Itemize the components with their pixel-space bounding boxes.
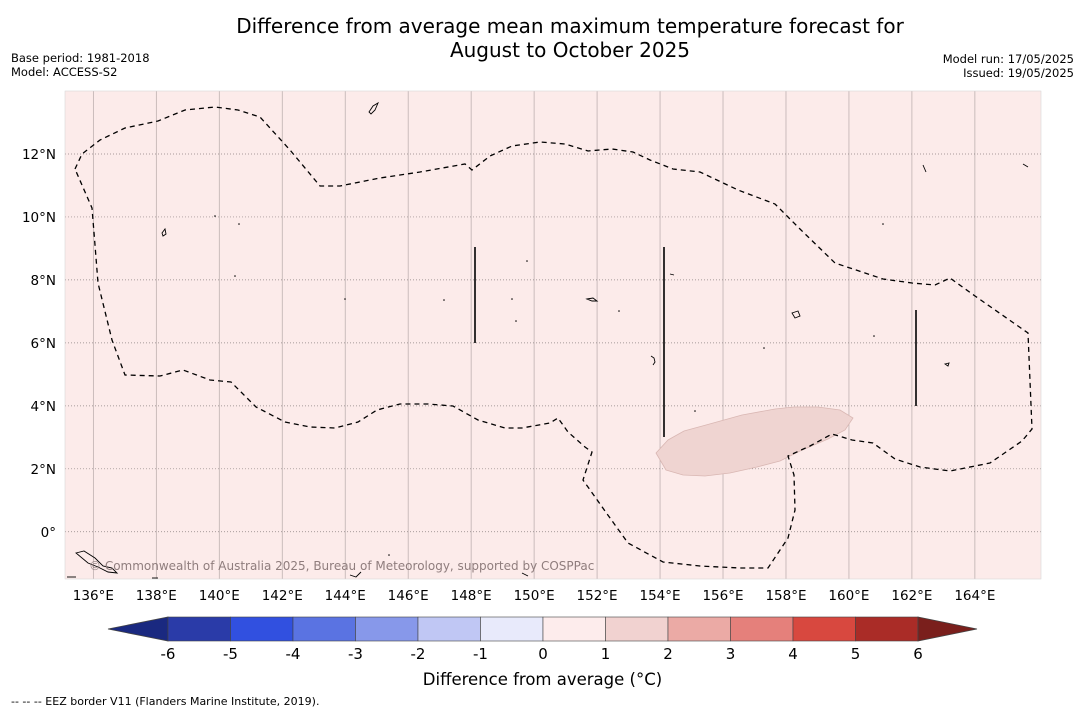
island-coastlines bbox=[67, 101, 1029, 579]
model-run: Model run: 17/05/2025 bbox=[942, 52, 1074, 66]
colorbar-bin bbox=[355, 616, 419, 642]
colorbar-bin bbox=[855, 616, 919, 642]
longitude-label: 142°E bbox=[262, 588, 303, 604]
right-metadata: Model run: 17/05/2025 Issued: 19/05/2025 bbox=[943, 52, 1074, 80]
issued-date: Issued: 19/05/2025 bbox=[963, 66, 1074, 80]
colorbar-tick: -3 bbox=[348, 645, 363, 663]
longitude-label: 162°E bbox=[891, 588, 932, 604]
base-period: Base period: 1981-2018 bbox=[11, 51, 150, 65]
longitude-label: 156°E bbox=[702, 588, 743, 604]
colorbar-bin bbox=[667, 616, 731, 642]
latitude-label: 10°N bbox=[22, 210, 56, 226]
colorbar-tick: 1 bbox=[601, 645, 611, 663]
map-title: Difference from average mean maximum tem… bbox=[0, 14, 1085, 62]
longitude-label: 148°E bbox=[451, 588, 492, 604]
longitude-label: 152°E bbox=[577, 588, 618, 604]
colorbar-tick: -5 bbox=[223, 645, 238, 663]
colorbar-bin bbox=[417, 616, 481, 642]
colorbar-bin bbox=[230, 616, 294, 642]
colorbar-bin bbox=[292, 616, 356, 642]
colorbar-over-arrow bbox=[917, 616, 978, 642]
colorbar-tick: -1 bbox=[473, 645, 488, 663]
colorbar-tick-labels: -6 -5 -4 -3 -2 -1 0 1 2 3 4 5 6 bbox=[161, 645, 923, 663]
colorbar-tick: -4 bbox=[286, 645, 301, 663]
longitude-label: 146°E bbox=[388, 588, 429, 604]
eez-footnote: -- -- -- EEZ border V11 (Flanders Marine… bbox=[11, 695, 320, 708]
model-name: Model: ACCESS-S2 bbox=[11, 65, 118, 79]
colorbar-bin bbox=[167, 616, 231, 642]
latitude-label: 2°N bbox=[31, 462, 56, 478]
longitude-gridlines bbox=[92, 91, 976, 579]
longitude-label: 164°E bbox=[954, 588, 995, 604]
colorbar-tick: -2 bbox=[411, 645, 426, 663]
colorbar-bin bbox=[605, 616, 669, 642]
map-frame bbox=[64, 90, 1042, 580]
longitude-label: 160°E bbox=[828, 588, 869, 604]
latitude-label: 0° bbox=[41, 525, 56, 541]
colorbar-tick: 5 bbox=[851, 645, 861, 663]
longitude-label: 150°E bbox=[514, 588, 555, 604]
colorbar-tick: 4 bbox=[788, 645, 798, 663]
colorbar-tick: 0 bbox=[538, 645, 548, 663]
colorbar-tick: 3 bbox=[726, 645, 736, 663]
latitude-label: 6°N bbox=[31, 336, 56, 352]
colorbar-bin bbox=[542, 616, 606, 642]
copyright-credit: © Commonwealth of Australia 2025, Bureau… bbox=[89, 559, 594, 573]
colorbar-label: Difference from average (°C) bbox=[422, 670, 663, 689]
latitude-label: 8°N bbox=[31, 273, 56, 289]
latitude-label: 12°N bbox=[22, 147, 56, 163]
longitude-label: 140°E bbox=[199, 588, 240, 604]
left-metadata: Base period: 1981-2018 Model: ACCESS-S2 bbox=[11, 51, 150, 79]
longitude-labels: 136°E 138°E 140°E 142°E 144°E 146°E 148°E 150°E… bbox=[73, 588, 996, 604]
latitude-labels: 12°N 10°N 8°N 6°N 4°N 2°N 0° bbox=[22, 147, 56, 541]
longitude-label: 144°E bbox=[325, 588, 366, 604]
colorbar-bins bbox=[167, 616, 919, 642]
latitude-gridlines bbox=[65, 153, 1041, 533]
colorbar-tick: 6 bbox=[913, 645, 923, 663]
colorbar-bin bbox=[480, 616, 544, 642]
map-background bbox=[65, 91, 1041, 579]
small-islets bbox=[214, 215, 884, 556]
colorbar-bin bbox=[730, 616, 794, 642]
colorbar-tick: 2 bbox=[663, 645, 673, 663]
title-line-1: Difference from average mean maximum tem… bbox=[236, 14, 904, 38]
longitude-label: 136°E bbox=[73, 588, 114, 604]
longitude-label: 158°E bbox=[765, 588, 806, 604]
colorbar-under-arrow bbox=[107, 616, 169, 642]
latitude-label: 4°N bbox=[31, 399, 56, 415]
longitude-label: 154°E bbox=[640, 588, 681, 604]
colorbar-tick: -6 bbox=[161, 645, 176, 663]
eez-border bbox=[74, 106, 1033, 569]
title-line-2: August to October 2025 bbox=[449, 38, 691, 62]
colorbar-bin bbox=[792, 616, 856, 642]
anomaly-region-1-to-2 bbox=[655, 406, 854, 477]
longitude-label: 138°E bbox=[136, 588, 177, 604]
